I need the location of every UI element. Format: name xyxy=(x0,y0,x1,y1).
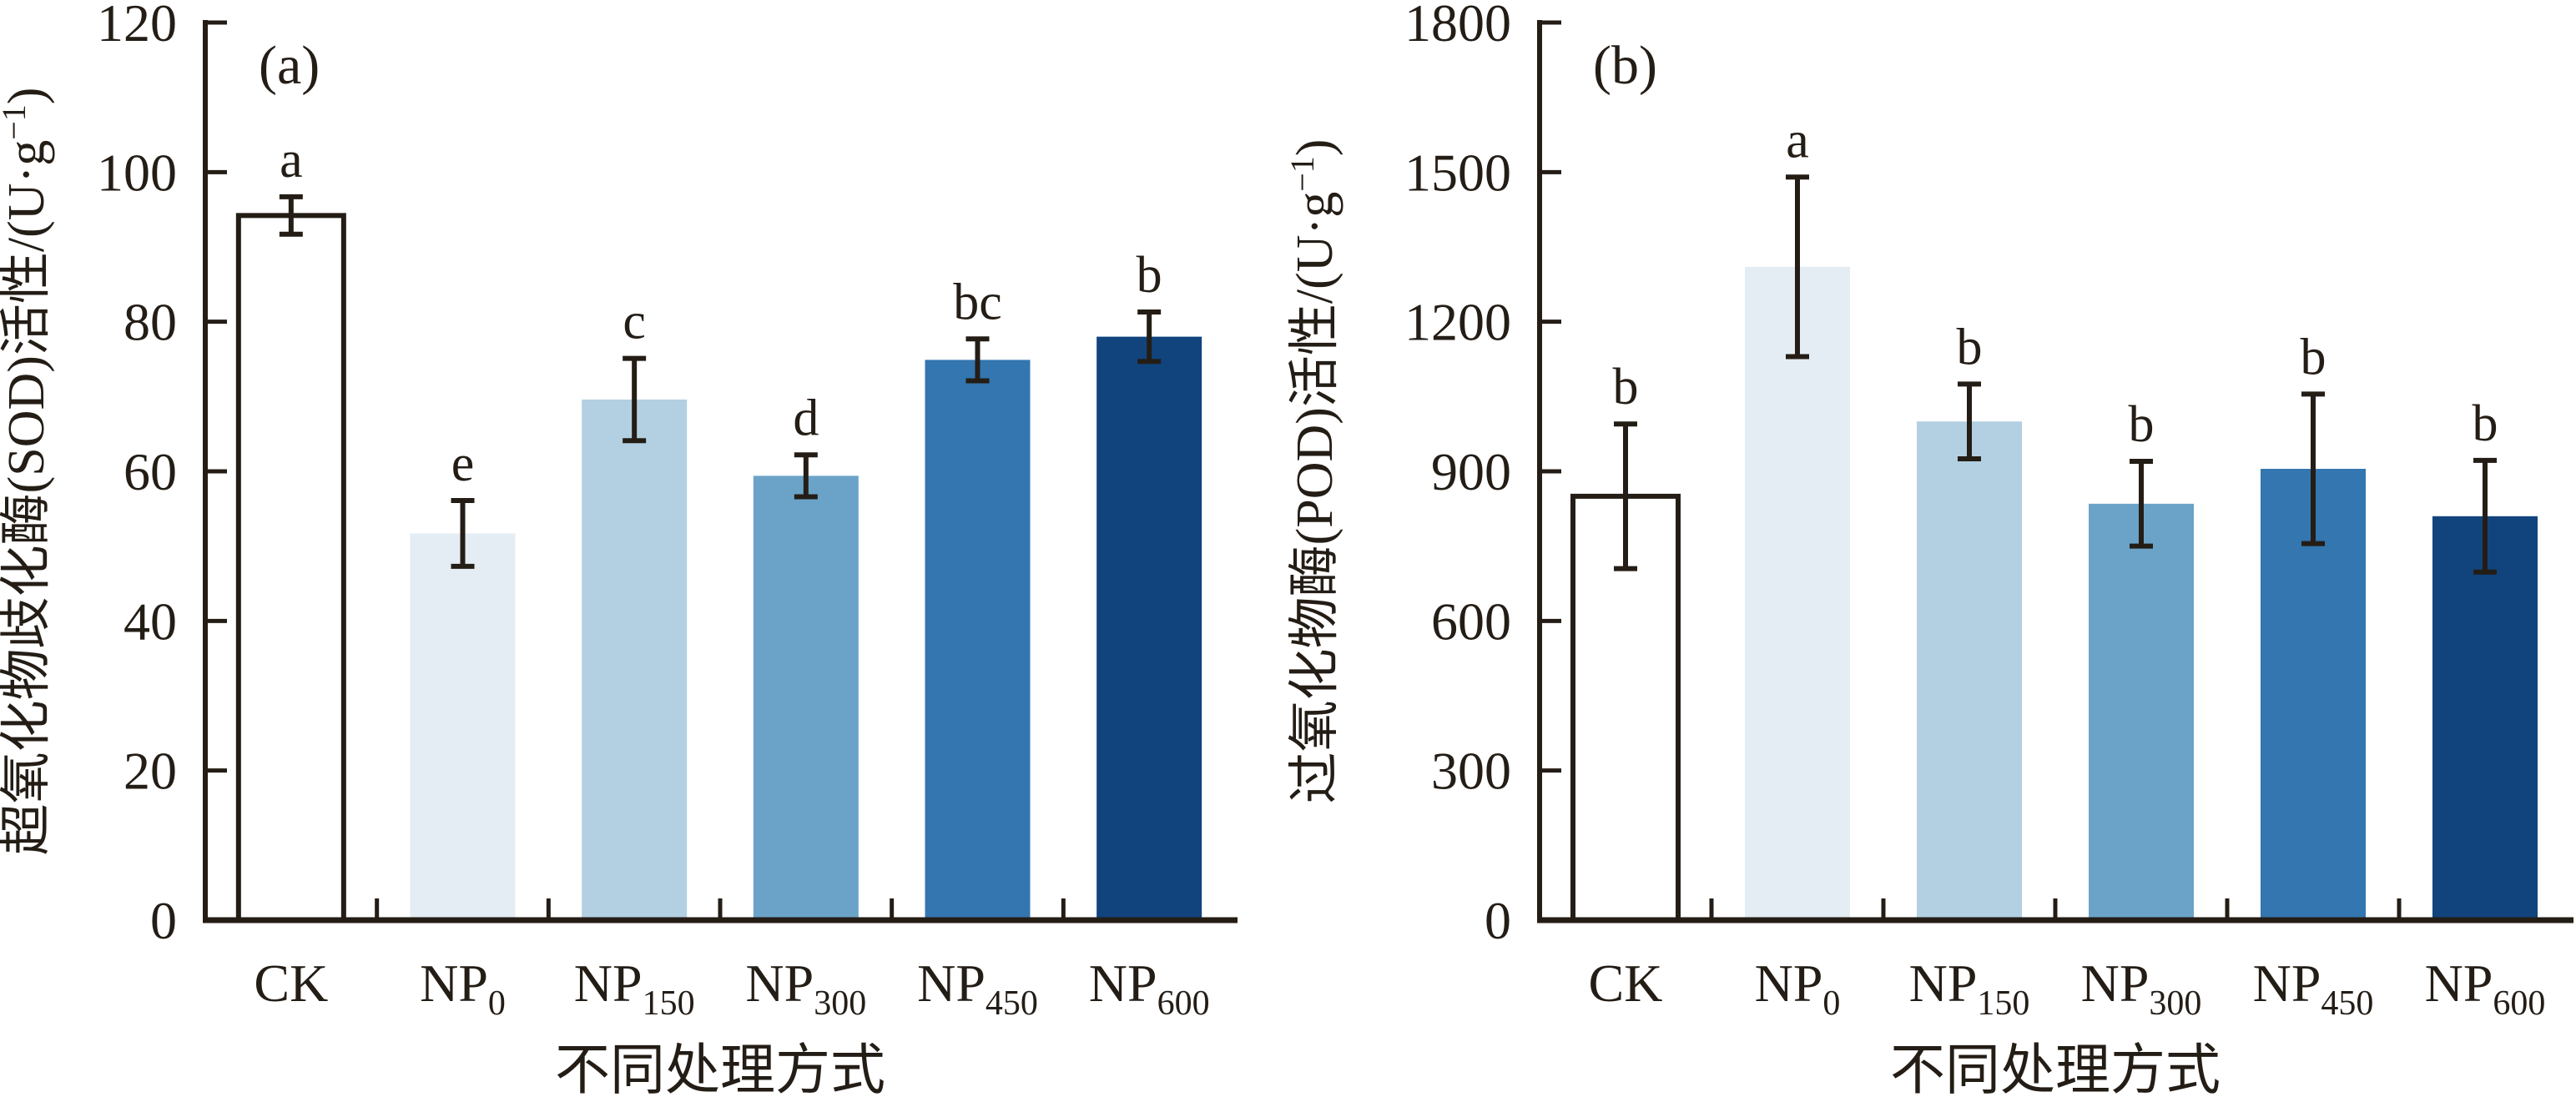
category-subscript: 0 xyxy=(1822,984,1840,1023)
category-base: NP xyxy=(917,954,986,1013)
x-axis-title: 不同处理方式 xyxy=(1890,1040,2221,1101)
y-tick-label: 900 xyxy=(1431,442,1511,501)
category-subscript: 300 xyxy=(814,984,866,1023)
y-tick-label: 1200 xyxy=(1404,293,1511,352)
y-title-main: 过氧化物酶(POD)活性/(U·g xyxy=(1288,192,1343,804)
y-axis-title: 过氧化物酶(POD)活性/(U·g−1) xyxy=(1288,139,1343,804)
category-base: NP xyxy=(574,954,643,1013)
category-subscript: 300 xyxy=(2149,984,2201,1023)
bar-np150 xyxy=(582,399,688,920)
category-base: NP xyxy=(1755,954,1823,1013)
error-bar-np0 xyxy=(451,497,475,569)
category-subscript: 150 xyxy=(1977,984,2029,1023)
error-bar-np300 xyxy=(794,452,818,500)
category-base: NP xyxy=(420,954,488,1013)
panel-label: (a) xyxy=(259,35,320,96)
category-label-np0: NP0 xyxy=(1755,954,1841,1023)
bar-np450 xyxy=(925,360,1031,920)
category-label-np450: NP450 xyxy=(2253,954,2374,1023)
category-label-np600: NP600 xyxy=(1089,954,1210,1023)
category-base: CK xyxy=(1589,954,1663,1013)
bar-np0 xyxy=(410,533,516,920)
category-label-np600: NP600 xyxy=(2425,954,2546,1023)
sig-letter-np600: b xyxy=(1137,247,1162,304)
sig-letter-np0: e xyxy=(451,435,475,492)
y-tick-label: 100 xyxy=(97,143,177,202)
category-label-np300: NP300 xyxy=(745,954,866,1023)
category-base: NP xyxy=(745,954,814,1013)
error-bar-np450 xyxy=(2301,391,2325,546)
bar-np300 xyxy=(2089,503,2194,920)
bar-ck xyxy=(235,213,346,923)
category-base: CK xyxy=(254,954,328,1013)
error-bar-np150 xyxy=(1958,381,1981,462)
error-bar-np600 xyxy=(2473,457,2497,575)
y-tick-label: 0 xyxy=(1485,891,1511,950)
bar-np300 xyxy=(753,476,859,920)
y-tick-label: 1800 xyxy=(1404,0,1511,53)
sig-letter-np0: a xyxy=(1786,112,1809,169)
y-tick-label: 80 xyxy=(124,293,177,352)
y-tick-label: 120 xyxy=(97,0,177,53)
sig-letter-ck: b xyxy=(1613,359,1639,415)
category-base: NP xyxy=(1909,954,1978,1013)
category-label-np300: NP300 xyxy=(2081,954,2202,1023)
category-base: NP xyxy=(2253,954,2321,1013)
sig-letter-np300: d xyxy=(793,390,819,446)
sig-letter-np600: b xyxy=(2473,395,2498,452)
y-tick-label: 1500 xyxy=(1404,143,1511,202)
sig-letter-np300: b xyxy=(2129,396,2155,453)
bar-np0 xyxy=(1745,266,1850,920)
category-subscript: 600 xyxy=(1157,984,1210,1023)
sig-letter-np150: c xyxy=(623,294,646,350)
y-title-close: ) xyxy=(1288,139,1343,157)
sig-letter-np450: bc xyxy=(953,274,1002,330)
category-label-np450: NP450 xyxy=(917,954,1038,1023)
category-base: NP xyxy=(2081,954,2150,1013)
category-label-ck: CK xyxy=(1589,954,1663,1013)
panel-label: (b) xyxy=(1593,35,1657,96)
error-bar-np0 xyxy=(1786,174,1809,360)
error-bar-np450 xyxy=(965,336,990,384)
category-label-np0: NP0 xyxy=(420,954,506,1023)
y-title-close: ) xyxy=(0,88,55,105)
sig-letter-np150: b xyxy=(1957,319,1983,375)
error-bar-np300 xyxy=(2130,459,2153,549)
category-base: NP xyxy=(1089,954,1157,1013)
category-subscript: 150 xyxy=(643,984,695,1023)
error-bar-ck xyxy=(1614,421,1637,571)
y-title-superscript: −1 xyxy=(0,104,33,140)
sig-letter-np450: b xyxy=(2301,329,2326,385)
category-subscript: 450 xyxy=(986,984,1038,1023)
y-tick-label: 300 xyxy=(1431,742,1511,801)
error-bar-np600 xyxy=(1137,309,1162,365)
y-axis-title: 超氧化物歧化酶(SOD)活性/(U·g−1) xyxy=(0,88,55,856)
y-tick-label: 600 xyxy=(1431,591,1511,651)
y-tick-label: 20 xyxy=(124,742,177,801)
bar-np150 xyxy=(1917,421,2022,920)
category-subscript: 600 xyxy=(2493,984,2545,1023)
error-bar-ck xyxy=(279,194,303,237)
y-tick-label: 40 xyxy=(124,591,177,651)
sig-letter-ck: a xyxy=(280,132,303,189)
y-title-main: 超氧化物歧化酶(SOD)活性/(U·g xyxy=(0,140,55,856)
bar-np600 xyxy=(2432,516,2538,920)
category-label-np150: NP150 xyxy=(1909,954,2030,1023)
bar-np600 xyxy=(1096,336,1202,921)
category-base: NP xyxy=(2425,954,2493,1013)
y-tick-label: 60 xyxy=(124,442,177,501)
y-tick-label: 0 xyxy=(150,891,177,950)
category-subscript: 0 xyxy=(488,984,506,1023)
error-bar-np150 xyxy=(623,355,647,444)
y-title-superscript: −1 xyxy=(1288,156,1321,192)
category-subscript: 450 xyxy=(2321,984,2373,1023)
x-axis-title: 不同处理方式 xyxy=(555,1040,885,1101)
category-label-ck: CK xyxy=(254,954,328,1013)
category-label-np150: NP150 xyxy=(574,954,695,1023)
